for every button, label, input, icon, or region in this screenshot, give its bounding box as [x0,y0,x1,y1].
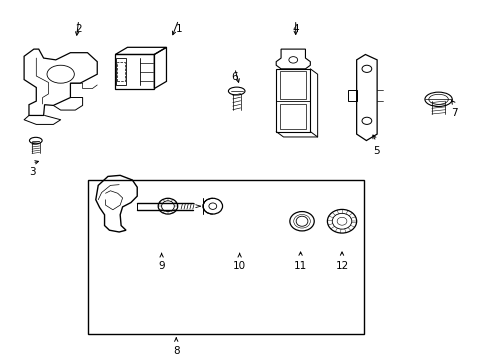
Text: 4: 4 [292,24,298,34]
Text: 12: 12 [335,261,348,271]
Text: 11: 11 [293,261,306,271]
Text: 7: 7 [450,108,457,118]
Text: 10: 10 [233,261,245,271]
Bar [88,180,363,334]
Text: 8: 8 [173,346,179,356]
Text: 9: 9 [158,261,164,271]
Text: 3: 3 [29,167,36,177]
Text: 1: 1 [175,24,182,34]
Text: 6: 6 [231,72,238,82]
Text: 5: 5 [372,146,379,156]
Text: 2: 2 [75,24,82,34]
